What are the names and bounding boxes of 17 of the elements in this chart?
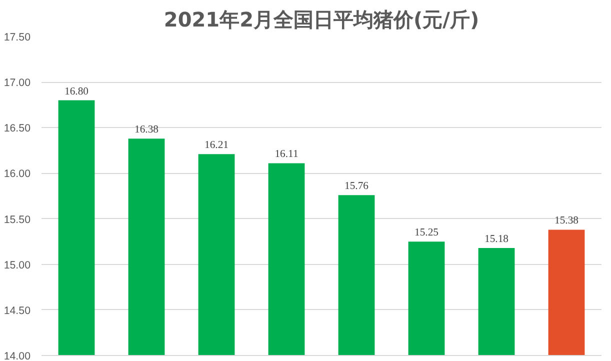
y-tick-label: 15.50 <box>4 214 31 226</box>
y-tick-label: 16.50 <box>4 122 31 135</box>
data-label: 16.38 <box>134 124 158 136</box>
y-tick-label: 17.00 <box>4 77 31 90</box>
y-tick-label: 15.00 <box>4 259 31 272</box>
y-tick-label: 16.00 <box>4 168 31 180</box>
y-tick-label: 17.50 <box>4 32 31 44</box>
y-tick-label: 14.00 <box>4 350 31 361</box>
data-label: 16.80 <box>64 86 88 98</box>
chart-title: 2021年2月全国日平均猪价(元/斤) <box>164 8 480 32</box>
y-tick-label: 14.50 <box>4 304 31 317</box>
data-label: 15.18 <box>484 234 508 245</box>
data-label: 16.21 <box>204 140 228 152</box>
data-label: 15.25 <box>414 228 438 239</box>
data-label: 15.38 <box>554 216 578 227</box>
data-label: 16.11 <box>274 149 298 160</box>
data-label: 15.76 <box>344 181 370 192</box>
